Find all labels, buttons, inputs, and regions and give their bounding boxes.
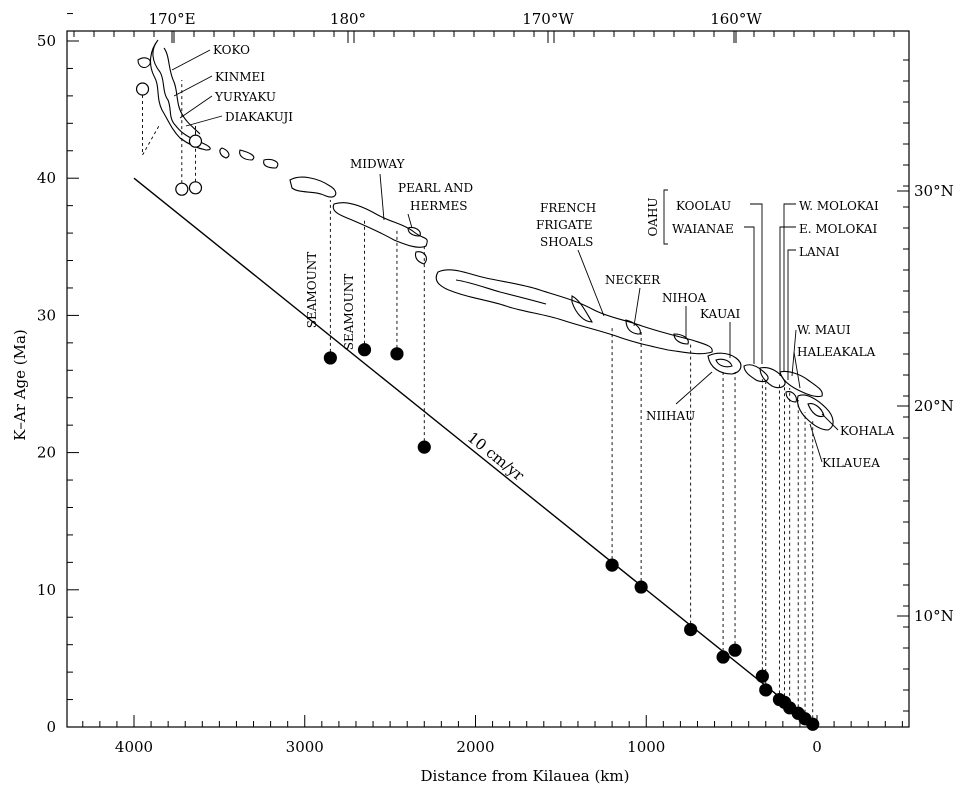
label-pearl-2: HERMES	[410, 199, 468, 213]
data-point-filled	[755, 669, 769, 683]
plot-frame	[66, 30, 910, 728]
label-seamount-1: SEAMOUNT	[305, 252, 319, 328]
data-point-filled	[728, 643, 742, 657]
top-tick-label: 160°W	[710, 10, 762, 28]
data-point-open	[175, 182, 189, 196]
data-point-filled	[605, 558, 619, 572]
label-oahu: OAHU	[646, 197, 660, 236]
x-tick-label: 1000	[627, 738, 665, 756]
label-waianae: WAIANAE	[672, 222, 734, 236]
y-tick-label: 50	[37, 32, 56, 50]
data-point-filled	[417, 440, 431, 454]
label-koko: KOKO	[213, 43, 250, 57]
data-point-filled	[634, 580, 648, 594]
hawaiian-emperor-chain-outline	[137, 39, 834, 431]
data-point-filled	[390, 347, 404, 361]
label-yuryaku: YURYAKU	[214, 90, 276, 104]
y-tick-label: 0	[46, 718, 56, 736]
island-labels: KOKO KINMEI YURYAKU DIAKAKUJI MIDWAY PEA…	[213, 43, 895, 470]
y-tick-label: 40	[37, 169, 56, 187]
data-point-open	[188, 181, 203, 195]
data-point-filled	[716, 650, 730, 664]
x-axis-title: Distance from Kilauea (km)	[421, 767, 630, 785]
x-tick-label: 3000	[286, 738, 324, 756]
label-lanai: LANAI	[799, 245, 840, 259]
x-tick-label: 0	[812, 738, 822, 756]
label-kinmei: KINMEI	[215, 70, 265, 84]
label-w-maui: W. MAUI	[797, 323, 851, 337]
data-point-open	[188, 134, 203, 148]
label-necker: NECKER	[605, 273, 661, 287]
label-french-2: FRIGATE	[536, 218, 592, 232]
top-tick-label: 170°E	[148, 10, 195, 28]
top-tick-label: 170°W	[522, 10, 574, 28]
fit-line-10cm-yr	[133, 177, 818, 728]
fit-line-label: 10 cm/yr	[464, 428, 528, 485]
label-seamount-2: SEAMOUNT	[342, 274, 356, 350]
data-point-filled	[684, 622, 698, 637]
data-point-filled	[323, 351, 337, 365]
label-niihau: NIIHAU	[646, 409, 695, 423]
right-tick-label: 30°N	[914, 182, 954, 200]
label-leaders	[171, 49, 839, 463]
point-leader	[142, 123, 161, 156]
y-tick-label: 10	[37, 581, 56, 599]
label-midway: MIDWAY	[350, 157, 406, 171]
right-tick-label: 10°N	[914, 607, 954, 625]
label-kohala: KOHALA	[840, 424, 895, 438]
y-tick-label: 30	[37, 306, 56, 324]
top-tick-label: 180°	[330, 10, 366, 28]
label-french-3: SHOALS	[540, 235, 593, 249]
x-tick-label: 4000	[115, 738, 153, 756]
label-french-1: FRENCH	[540, 201, 596, 215]
data-point-open	[135, 82, 150, 96]
label-w-molokai: W. MOLOKAI	[799, 199, 879, 213]
x-tick-label: 2000	[456, 738, 494, 756]
label-e-molokai: E. MOLOKAI	[799, 222, 877, 236]
data-point-filled	[357, 343, 372, 357]
right-tick-label: 20°N	[914, 397, 954, 415]
data-point-filled	[806, 717, 820, 731]
label-koolau: KOOLAU	[676, 199, 731, 213]
label-kauai: KAUAI	[700, 307, 741, 321]
label-diakakuji: DIAKAKUJI	[225, 110, 293, 124]
y-tick-label: 20	[37, 444, 56, 462]
data-point-filled	[759, 683, 773, 697]
label-kilauea: KILAUEA	[822, 456, 880, 470]
label-pearl-1: PEARL AND	[398, 181, 473, 195]
y-axis-title: K–Ar Age (Ma)	[11, 329, 29, 441]
label-haleakala: HALEAKALA	[797, 345, 876, 359]
label-nihoa: NIHOA	[662, 291, 707, 305]
